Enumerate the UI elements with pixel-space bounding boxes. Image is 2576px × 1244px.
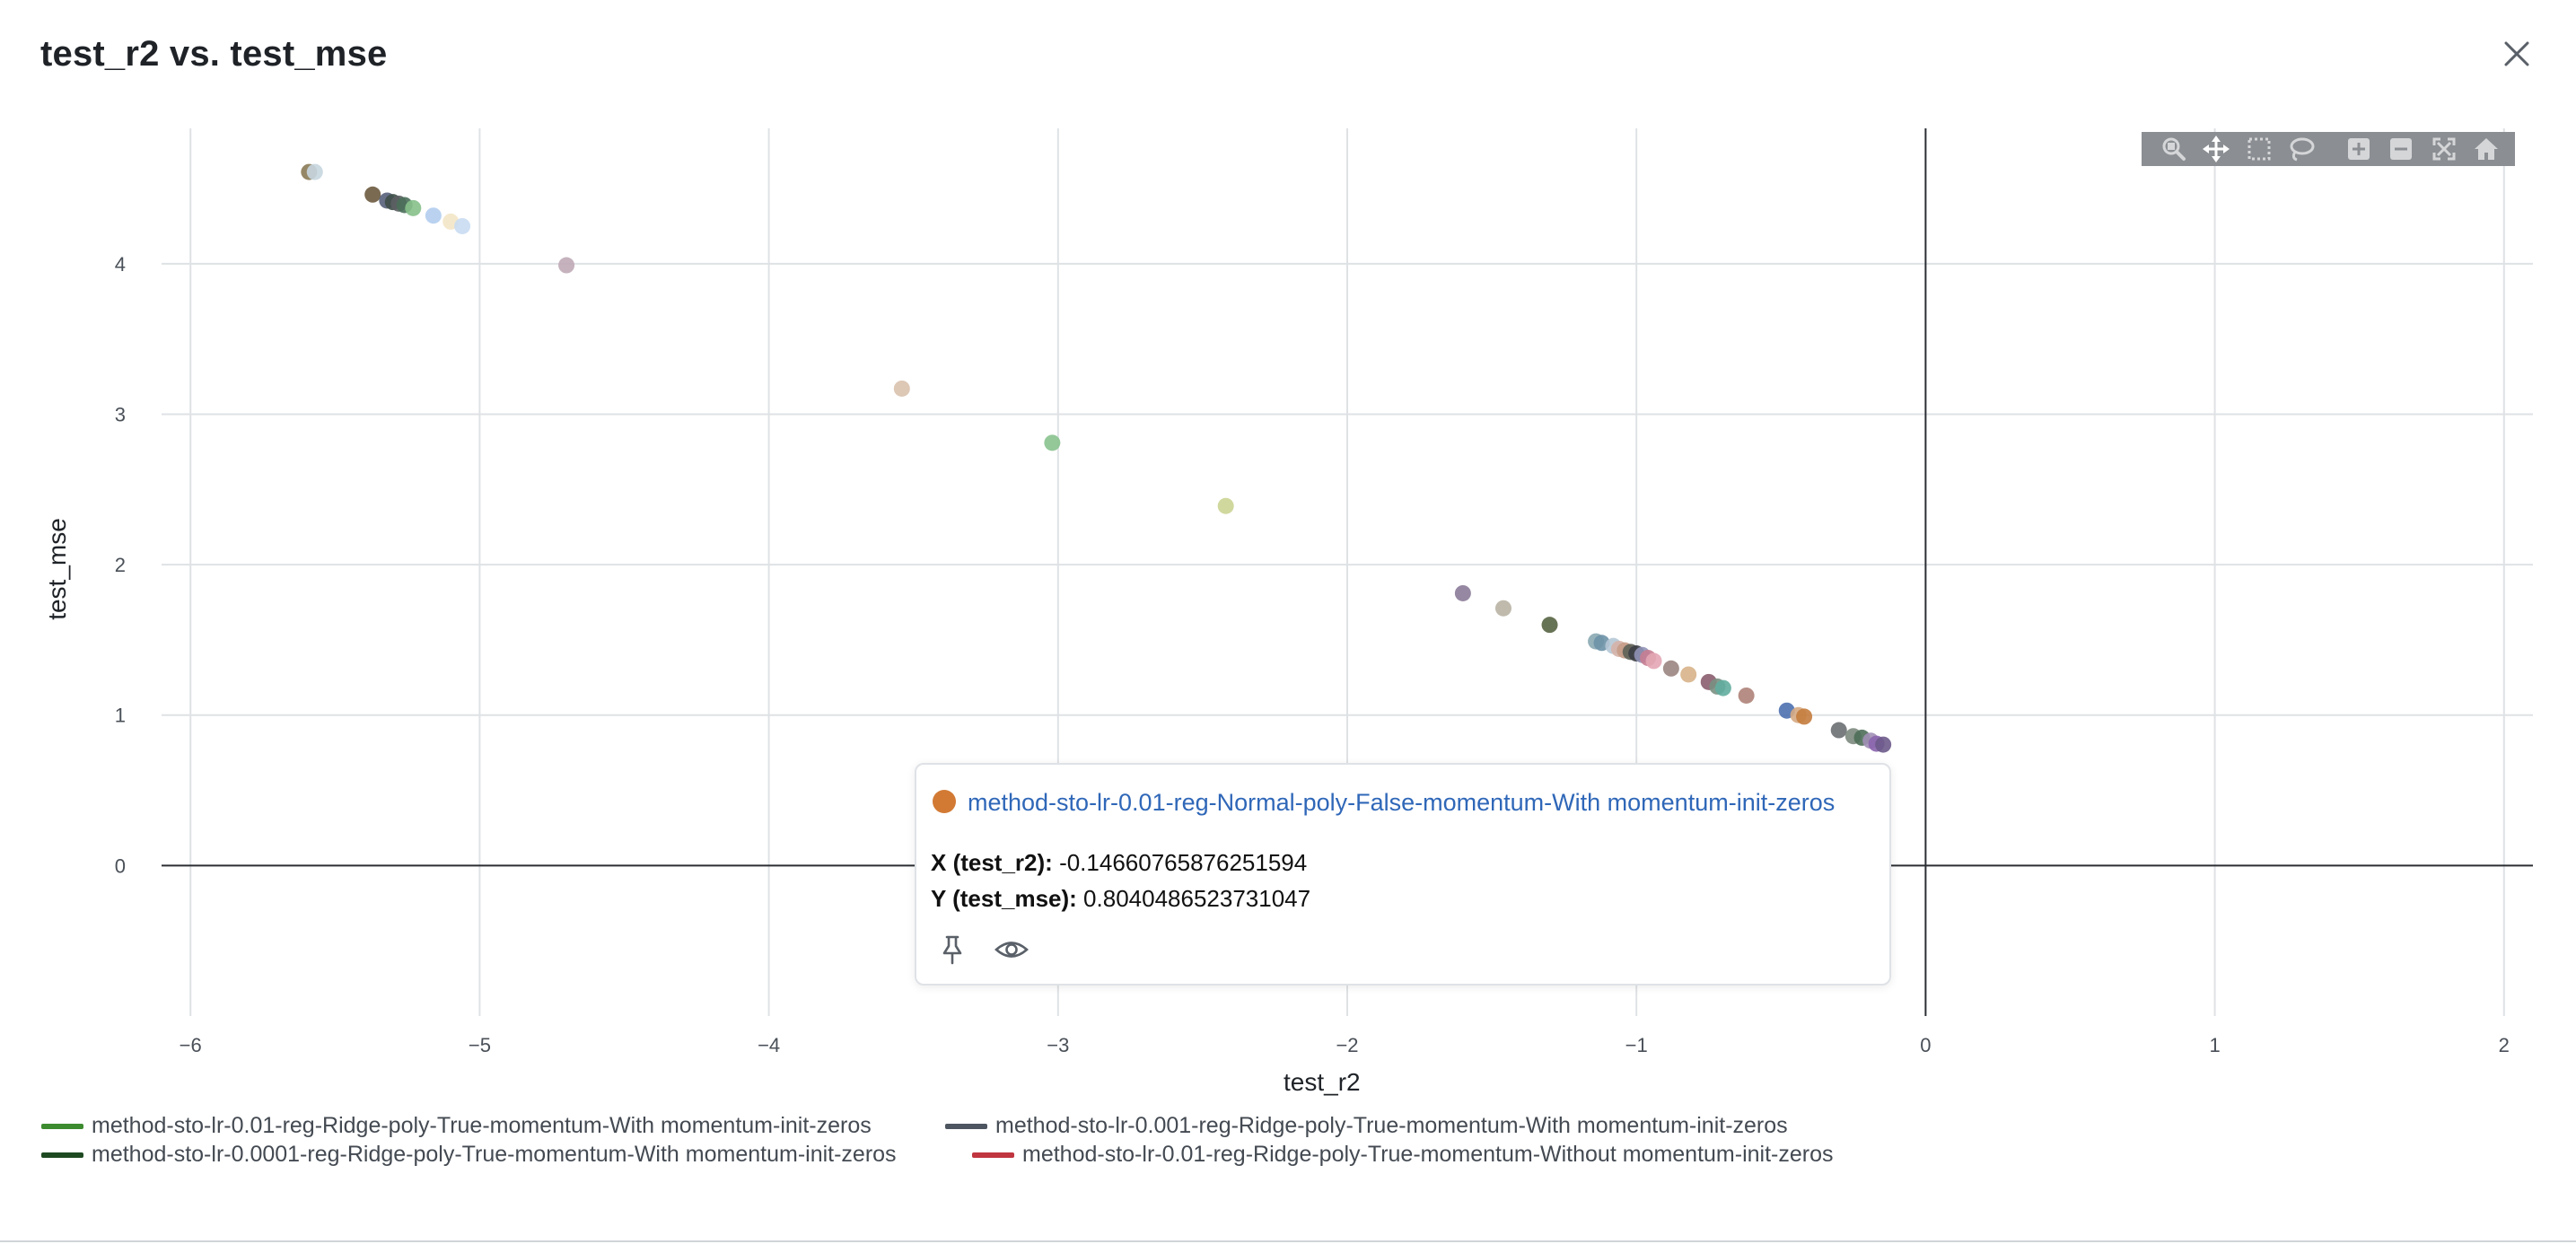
x-axis-label: test_r2 xyxy=(1284,1068,1361,1096)
scatter-point[interactable] xyxy=(1796,708,1813,725)
legend-swatch xyxy=(41,1152,83,1158)
legend-swatch xyxy=(972,1152,1014,1158)
y-tick-label: 4 xyxy=(115,253,126,276)
pin-button[interactable] xyxy=(936,933,968,966)
x-tick-label: −1 xyxy=(1625,1034,1648,1056)
lasso-select-button[interactable] xyxy=(2288,135,2317,163)
x-tick-label: −3 xyxy=(1047,1034,1069,1056)
scatter-point[interactable] xyxy=(1875,736,1892,753)
legend-label: method-sto-lr-0.001-reg-Ridge-poly-True-… xyxy=(995,1113,1788,1138)
plot-modebar xyxy=(2142,132,2515,166)
zoom-in-icon xyxy=(2347,138,2370,160)
x-axis-ticks: −6 −5 −4 −3 −2 −1 0 1 2 xyxy=(180,1034,2510,1056)
scatter-point[interactable] xyxy=(1680,666,1697,683)
y-tick-label: 3 xyxy=(115,403,126,425)
scatter-point[interactable] xyxy=(1830,722,1847,739)
scatter-point[interactable] xyxy=(306,163,323,180)
close-icon xyxy=(2504,41,2529,66)
legend-item[interactable]: method-sto-lr-0.0001-reg-Ridge-poly-True… xyxy=(41,1142,897,1168)
scatter-point[interactable] xyxy=(405,199,422,216)
lasso-select-icon xyxy=(2290,137,2315,162)
pan-icon xyxy=(2203,136,2230,162)
scatter-point[interactable] xyxy=(454,217,471,234)
tooltip-y-label: Y (test_mse): xyxy=(931,885,1077,912)
legend-item[interactable]: method-sto-lr-0.01-reg-Ridge-poly-True-m… xyxy=(972,1142,1834,1168)
legend-item[interactable]: method-sto-lr-0.01-reg-Ridge-poly-True-m… xyxy=(41,1113,872,1139)
scatter-point[interactable] xyxy=(1454,584,1471,601)
modal-title: test_r2 vs. test_mse xyxy=(40,34,388,74)
box-select-button[interactable] xyxy=(2245,135,2274,163)
autoscale-button[interactable] xyxy=(2430,135,2458,163)
legend-label: method-sto-lr-0.01-reg-Ridge-poly-True-m… xyxy=(92,1113,872,1138)
zoom-in-button[interactable] xyxy=(2344,135,2373,163)
close-button[interactable] xyxy=(2499,36,2535,72)
legend-swatch xyxy=(945,1123,987,1129)
x-tick-label: −6 xyxy=(180,1034,202,1056)
legend-swatch xyxy=(41,1123,83,1129)
tooltip-series-name[interactable]: method-sto-lr-0.01-reg-Normal-poly-False… xyxy=(968,789,1836,816)
tooltip-x-label: X (test_r2): xyxy=(931,849,1053,876)
eye-button[interactable] xyxy=(994,933,1030,966)
x-tick-label: −4 xyxy=(758,1034,780,1056)
legend-label: method-sto-lr-0.01-reg-Ridge-poly-True-m… xyxy=(1022,1142,1834,1167)
tooltip-series-dot xyxy=(933,790,956,813)
tooltip-x-number: -0.14660765876251594 xyxy=(1059,849,1308,876)
zoom-button[interactable] xyxy=(2160,135,2188,163)
x-tick-label: −5 xyxy=(469,1034,491,1056)
data-points[interactable] xyxy=(301,163,1892,753)
tooltip-y-value: Y (test_mse): 0.8040486523731047 xyxy=(931,885,1310,913)
x-tick-label: 0 xyxy=(1920,1034,1931,1056)
zoom-out-icon xyxy=(2390,138,2413,160)
box-select-icon xyxy=(2247,137,2271,161)
scatter-point[interactable] xyxy=(1044,434,1061,451)
legend-label: method-sto-lr-0.0001-reg-Ridge-poly-True… xyxy=(92,1142,897,1167)
scatter-point[interactable] xyxy=(558,257,575,274)
eye-icon xyxy=(994,942,1029,958)
x-tick-label: 1 xyxy=(2209,1034,2220,1056)
tooltip-x-value: X (test_r2): -0.14660765876251594 xyxy=(931,849,1307,877)
scatter-point[interactable] xyxy=(1645,653,1662,670)
legend-item[interactable]: method-sto-lr-0.001-reg-Ridge-poly-True-… xyxy=(945,1113,1788,1139)
reset-axes-icon xyxy=(2475,138,2499,160)
y-tick-label: 2 xyxy=(115,554,126,576)
scatter-point[interactable] xyxy=(1714,679,1731,696)
grid-lines xyxy=(162,128,2533,1016)
zoom-icon xyxy=(2162,137,2186,161)
scatter-point[interactable] xyxy=(1494,600,1511,617)
pin-icon xyxy=(942,935,962,965)
pan-button[interactable] xyxy=(2203,135,2231,163)
tooltip-y-number: 0.8040486523731047 xyxy=(1083,885,1311,912)
scatter-point[interactable] xyxy=(364,186,381,203)
autoscale-icon xyxy=(2432,137,2456,161)
y-axis-ticks: 0 1 2 3 4 xyxy=(115,253,126,878)
y-axis-label: test_mse xyxy=(43,518,71,620)
scatter-point[interactable] xyxy=(893,380,910,397)
scatter-point[interactable] xyxy=(1541,617,1558,634)
y-tick-label: 1 xyxy=(115,705,126,727)
scatter-point[interactable] xyxy=(1662,660,1679,677)
scatter-point[interactable] xyxy=(1217,497,1234,514)
scatter-point[interactable] xyxy=(1738,687,1755,704)
zoom-out-button[interactable] xyxy=(2387,135,2415,163)
x-tick-label: −2 xyxy=(1336,1034,1358,1056)
hover-tooltip: method-sto-lr-0.01-reg-Normal-poly-False… xyxy=(915,763,1891,986)
x-tick-label: 2 xyxy=(2499,1034,2510,1056)
scatter-point[interactable] xyxy=(425,207,442,224)
reset-axes-button[interactable] xyxy=(2472,135,2501,163)
y-tick-label: 0 xyxy=(115,854,126,877)
